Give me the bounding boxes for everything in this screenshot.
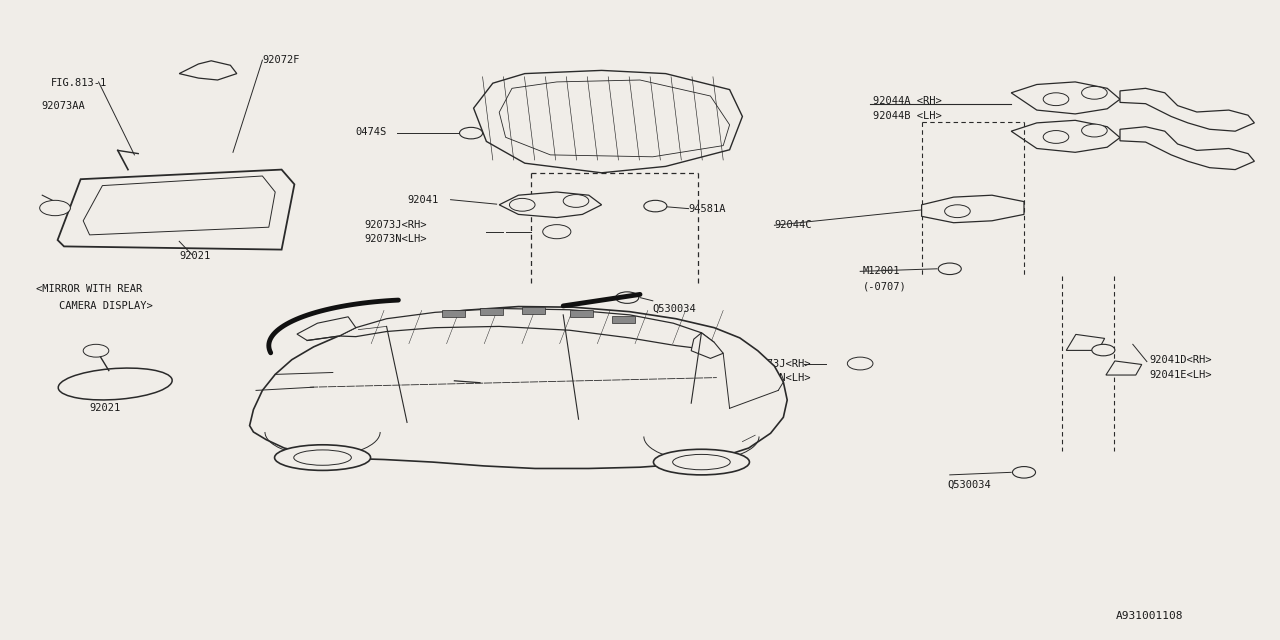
Polygon shape: [1011, 82, 1120, 114]
Text: 92073J<RH>: 92073J<RH>: [749, 358, 812, 369]
Polygon shape: [1120, 88, 1254, 131]
Text: 92073N<LH>: 92073N<LH>: [365, 234, 428, 244]
Polygon shape: [1011, 120, 1120, 152]
Polygon shape: [250, 307, 787, 468]
Circle shape: [616, 292, 639, 303]
Bar: [480, 308, 503, 315]
Polygon shape: [499, 192, 602, 218]
Text: <MIRROR WITH REAR: <MIRROR WITH REAR: [36, 284, 142, 294]
Circle shape: [938, 263, 961, 275]
Circle shape: [509, 198, 535, 211]
Ellipse shape: [294, 450, 352, 465]
Circle shape: [460, 127, 483, 139]
Text: 92041: 92041: [407, 195, 438, 205]
Text: Q530034: Q530034: [947, 480, 991, 490]
Text: Q530034: Q530034: [653, 304, 696, 314]
Polygon shape: [691, 333, 723, 358]
Text: 92044B <LH>: 92044B <LH>: [873, 111, 942, 122]
Circle shape: [1043, 131, 1069, 143]
Bar: [612, 316, 635, 323]
Text: 92021: 92021: [179, 251, 210, 261]
Circle shape: [543, 225, 571, 239]
Circle shape: [1043, 93, 1069, 106]
Text: 92073J<RH>: 92073J<RH>: [365, 220, 428, 230]
Polygon shape: [474, 70, 742, 173]
Polygon shape: [83, 176, 275, 235]
Polygon shape: [297, 317, 356, 340]
Polygon shape: [1066, 334, 1105, 351]
Bar: [522, 307, 545, 314]
Circle shape: [1082, 86, 1107, 99]
Polygon shape: [1120, 127, 1254, 170]
Ellipse shape: [654, 449, 750, 475]
Text: 92041D<RH>: 92041D<RH>: [1149, 355, 1212, 365]
Text: FIG.813-1: FIG.813-1: [51, 78, 108, 88]
Text: A931001108: A931001108: [1116, 611, 1184, 621]
Circle shape: [563, 195, 589, 207]
Circle shape: [1092, 344, 1115, 356]
Text: 92044C: 92044C: [774, 220, 812, 230]
Text: 0474S: 0474S: [356, 127, 387, 138]
Text: 92041E<LH>: 92041E<LH>: [1149, 370, 1212, 380]
Text: 92021: 92021: [90, 403, 120, 413]
Text: 92072F: 92072F: [262, 54, 300, 65]
Circle shape: [40, 200, 70, 216]
Circle shape: [1082, 124, 1107, 137]
Polygon shape: [339, 308, 714, 349]
Text: M12001: M12001: [863, 266, 900, 276]
Text: (-0707): (-0707): [863, 282, 906, 292]
Polygon shape: [179, 61, 237, 80]
Ellipse shape: [275, 445, 371, 470]
Bar: [570, 310, 593, 317]
Text: 92073AA: 92073AA: [41, 100, 84, 111]
Polygon shape: [922, 195, 1024, 223]
Polygon shape: [58, 170, 294, 250]
Ellipse shape: [58, 368, 173, 400]
Ellipse shape: [673, 454, 730, 470]
Circle shape: [1012, 467, 1036, 478]
Polygon shape: [1106, 361, 1142, 375]
Text: 92044A <RH>: 92044A <RH>: [873, 96, 942, 106]
Circle shape: [847, 357, 873, 370]
Circle shape: [945, 205, 970, 218]
Text: 92073N<LH>: 92073N<LH>: [749, 372, 812, 383]
Bar: [442, 310, 465, 317]
Text: 94581A: 94581A: [689, 204, 726, 214]
Circle shape: [644, 200, 667, 212]
Text: CAMERA DISPLAY>: CAMERA DISPLAY>: [59, 301, 152, 311]
Circle shape: [83, 344, 109, 357]
